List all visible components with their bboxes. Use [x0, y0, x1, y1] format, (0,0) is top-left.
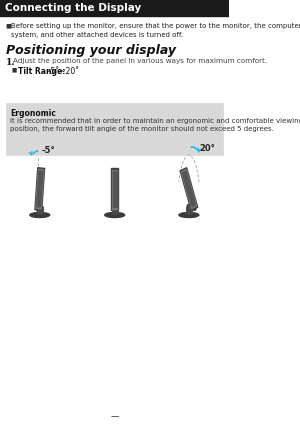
Polygon shape	[37, 171, 43, 207]
Ellipse shape	[30, 212, 50, 218]
Text: -5˚~20˚: -5˚~20˚	[43, 67, 79, 76]
Text: Positioning your display: Positioning your display	[6, 44, 176, 57]
Text: Connecting the Display: Connecting the Display	[4, 3, 141, 13]
Ellipse shape	[105, 212, 125, 218]
Text: ■: ■	[6, 23, 14, 28]
Text: system, and other attached devices is turned off.: system, and other attached devices is tu…	[11, 32, 184, 38]
Polygon shape	[113, 171, 117, 207]
Polygon shape	[111, 168, 118, 210]
Text: It is recommended that in order to maintain an ergonomic and comfortable viewing: It is recommended that in order to maint…	[10, 118, 300, 124]
Ellipse shape	[179, 212, 199, 218]
Polygon shape	[182, 171, 195, 207]
Text: Tilt Range:: Tilt Range:	[18, 67, 66, 76]
Text: —: —	[110, 413, 119, 422]
Text: 20°: 20°	[200, 144, 215, 153]
Bar	[6, 103, 223, 155]
Polygon shape	[36, 169, 44, 209]
Text: position, the forward tilt angle of the monitor should not exceed 5 degrees.: position, the forward tilt angle of the …	[10, 126, 274, 132]
Polygon shape	[112, 170, 117, 209]
Text: Before setting up the monitor, ensure that the power to the monitor, the compute: Before setting up the monitor, ensure th…	[11, 23, 300, 29]
Text: 1.: 1.	[6, 58, 16, 67]
Polygon shape	[181, 170, 196, 209]
Text: Ergonomic: Ergonomic	[10, 109, 56, 118]
Text: Adjust the position of the panel in various ways for maximum comfort.: Adjust the position of the panel in vari…	[13, 58, 267, 64]
Polygon shape	[180, 168, 198, 210]
Text: -5°: -5°	[41, 146, 55, 155]
Bar	[0, 0, 230, 16]
Polygon shape	[35, 168, 45, 210]
Text: ■: ■	[12, 67, 19, 72]
